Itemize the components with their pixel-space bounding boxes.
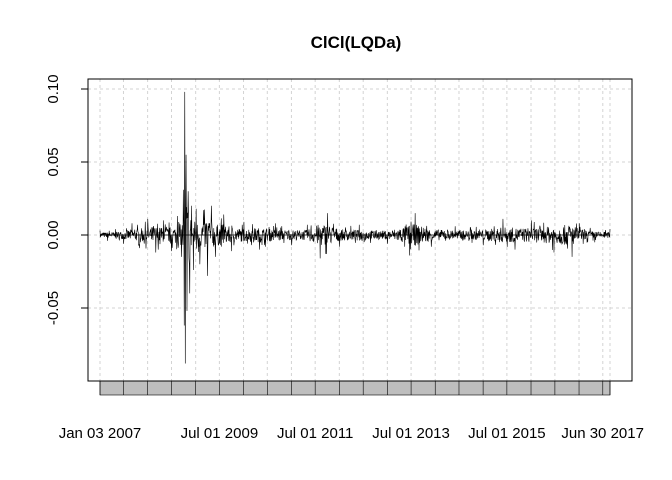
x-axis-labels: Jan 03 2007 Jul 01 2009 Jul 01 2011 Jul 01 …	[59, 425, 644, 442]
x-band	[99, 380, 611, 396]
x-tick-label: Jul 01 2011	[277, 425, 353, 442]
y-tick-label: 0.10	[45, 74, 62, 103]
series-line	[99, 91, 611, 364]
y-tick-label: 0.05	[45, 147, 62, 176]
x-axis-band	[99, 380, 611, 396]
x-tick-label: Jul 01 2013	[372, 425, 450, 442]
y-tick-label: 0.00	[45, 220, 62, 249]
x-tick-label: Jul 01 2009	[181, 425, 259, 442]
y-tick-label: -0.05	[45, 291, 62, 325]
x-tick-label: Jun 30 2017	[561, 425, 644, 442]
y-axis: 0.10 0.05 0.00 -0.05	[45, 74, 89, 325]
x-tick-label: Jan 03 2007	[59, 425, 142, 442]
x-tick-label: Jul 01 2015	[468, 425, 546, 442]
chart-title: ClCl(LQDa)	[311, 33, 402, 52]
series	[99, 91, 611, 364]
